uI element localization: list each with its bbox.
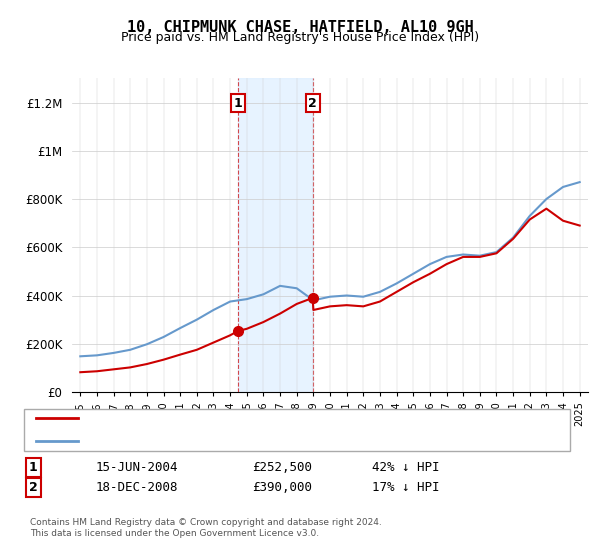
Text: 17% ↓ HPI: 17% ↓ HPI: [372, 480, 439, 494]
Text: Price paid vs. HM Land Registry's House Price Index (HPI): Price paid vs. HM Land Registry's House …: [121, 31, 479, 44]
Text: 1: 1: [29, 461, 37, 474]
Text: 42% ↓ HPI: 42% ↓ HPI: [372, 461, 439, 474]
Text: 10, CHIPMUNK CHASE, HATFIELD, AL10 9GH: 10, CHIPMUNK CHASE, HATFIELD, AL10 9GH: [127, 20, 473, 35]
Text: HPI: Average price, detached house, Welwyn Hatfield: HPI: Average price, detached house, Welw…: [81, 436, 378, 446]
Text: 2: 2: [29, 480, 37, 494]
Text: 18-DEC-2008: 18-DEC-2008: [96, 480, 179, 494]
Text: £390,000: £390,000: [252, 480, 312, 494]
Text: 2: 2: [308, 97, 317, 110]
Text: 10, CHIPMUNK CHASE, HATFIELD, AL10 9GH (detached house): 10, CHIPMUNK CHASE, HATFIELD, AL10 9GH (…: [81, 413, 427, 423]
Bar: [238, 78, 313, 392]
Text: 1: 1: [233, 97, 242, 110]
Text: £252,500: £252,500: [252, 461, 312, 474]
Text: 15-JUN-2004: 15-JUN-2004: [96, 461, 179, 474]
Text: Contains HM Land Registry data © Crown copyright and database right 2024.
This d: Contains HM Land Registry data © Crown c…: [30, 518, 382, 538]
